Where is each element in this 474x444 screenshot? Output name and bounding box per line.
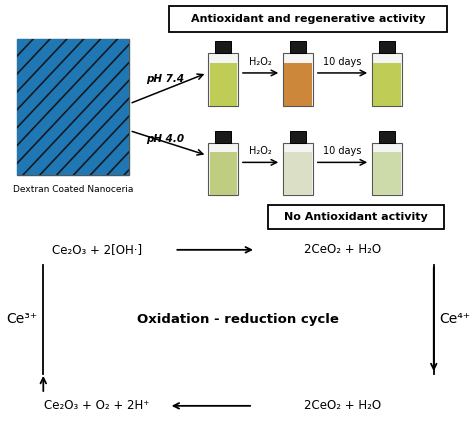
Bar [290, 131, 306, 143]
Bar [208, 53, 238, 106]
Text: 10 days: 10 days [323, 147, 362, 156]
Bar [379, 41, 395, 53]
Text: Ce⁴⁺: Ce⁴⁺ [439, 313, 471, 326]
Bar [284, 63, 311, 106]
Bar [215, 131, 231, 143]
Bar [372, 143, 402, 195]
Text: H₂O₂: H₂O₂ [249, 147, 272, 156]
Text: Antioxidant and regenerative activity: Antioxidant and regenerative activity [191, 14, 425, 24]
Bar [284, 152, 311, 195]
Bar [379, 131, 395, 143]
Text: Ce₂O₃ + 2[OH·]: Ce₂O₃ + 2[OH·] [52, 243, 142, 256]
Text: 2CeO₂ + H₂O: 2CeO₂ + H₂O [304, 243, 382, 256]
Text: pH 7.4: pH 7.4 [146, 74, 184, 84]
Bar [215, 41, 231, 53]
Bar [210, 63, 237, 106]
Bar [208, 143, 238, 195]
Text: 10 days: 10 days [323, 57, 362, 67]
Text: pH 4.0: pH 4.0 [146, 134, 184, 143]
Bar [169, 6, 447, 32]
Bar [374, 152, 401, 195]
Bar [17, 39, 129, 175]
Bar [372, 53, 402, 106]
Bar [210, 152, 237, 195]
Text: Oxidation - reduction cycle: Oxidation - reduction cycle [137, 313, 339, 326]
Bar [268, 205, 444, 229]
Bar [283, 53, 313, 106]
Bar [290, 41, 306, 53]
Text: Ce³⁺: Ce³⁺ [7, 313, 37, 326]
Bar [283, 143, 313, 195]
Bar [17, 39, 129, 175]
Text: Ce₂O₃ + O₂ + 2H⁺: Ce₂O₃ + O₂ + 2H⁺ [44, 399, 149, 412]
Text: No Antioxidant activity: No Antioxidant activity [284, 212, 428, 222]
Text: 2CeO₂ + H₂O: 2CeO₂ + H₂O [304, 399, 382, 412]
Text: Dextran Coated Nanoceria: Dextran Coated Nanoceria [13, 185, 134, 194]
Bar [374, 63, 401, 106]
Text: H₂O₂: H₂O₂ [249, 57, 272, 67]
